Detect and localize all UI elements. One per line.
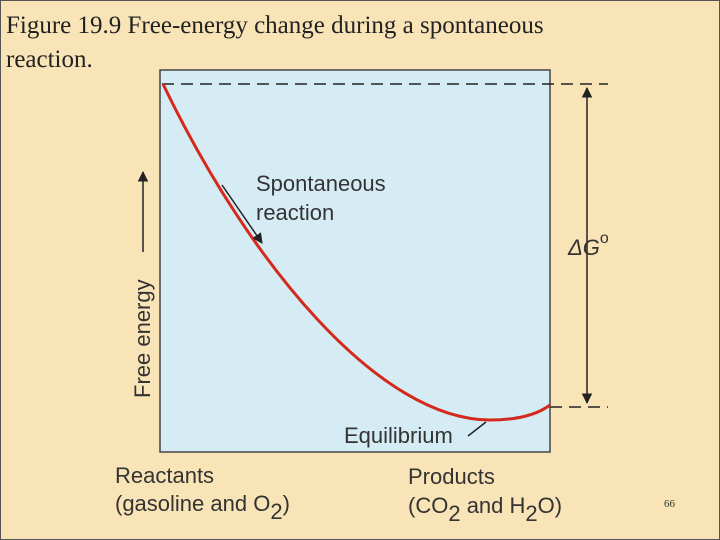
energy-curve: [161, 83, 551, 422]
products-label: Products: [408, 464, 495, 489]
delta-g-label: ΔGo: [567, 230, 609, 260]
equilibrium-label: Equilibrium: [344, 423, 453, 448]
pointer: [467, 421, 487, 437]
page-number: 66: [664, 498, 676, 510]
title: reaction.: [6, 46, 93, 73]
pointer: [221, 184, 263, 244]
text-part: 2: [448, 501, 460, 526]
text-part: (CO: [408, 493, 448, 518]
text-part: (gasoline and O: [115, 491, 270, 516]
title: Figure 19.9 Free-energy change during a …: [6, 12, 544, 39]
text-part: O): [538, 493, 562, 518]
curve-label: reaction: [256, 200, 334, 225]
text-part: ): [283, 491, 290, 516]
products-label: (CO2 and H2O): [408, 493, 562, 526]
y-axis-label: Free energy: [130, 279, 155, 398]
reactants-label: Reactants: [115, 463, 214, 488]
curve-label: Spontaneous: [256, 171, 386, 196]
reactants-label: (gasoline and O2): [115, 491, 290, 524]
text-part: 2: [270, 499, 282, 524]
text-part: and H: [461, 493, 526, 518]
text-part: 2: [525, 501, 537, 526]
text-part: o: [600, 230, 609, 247]
plot-area: [159, 69, 551, 453]
text-part: ΔG: [567, 235, 600, 260]
